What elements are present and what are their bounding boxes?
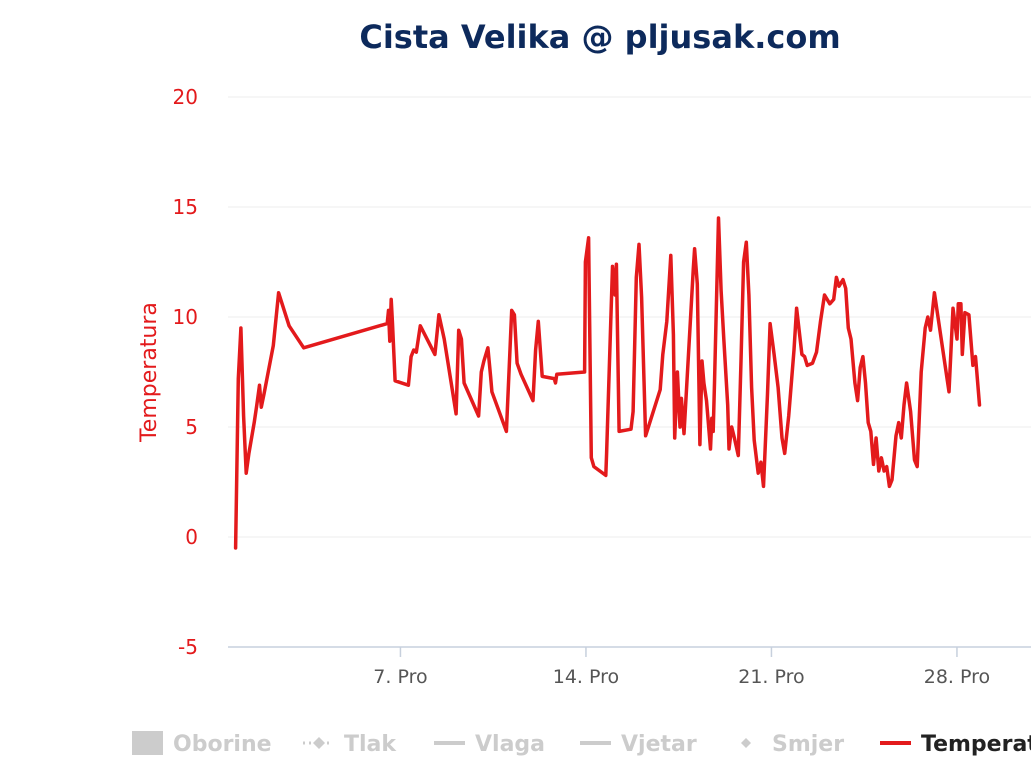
legend-label: Vjetar xyxy=(621,732,697,757)
x-tick-label: 28. Pro xyxy=(924,666,990,688)
temperature-series-line xyxy=(233,216,982,550)
legend-label: Temperat xyxy=(921,732,1031,757)
legend-label: Oborine xyxy=(173,732,272,757)
legend-square-icon xyxy=(132,731,163,755)
y-tick-label: 5 xyxy=(185,415,198,439)
y-gridlines xyxy=(228,96,1031,538)
y-tick-label: -5 xyxy=(178,635,198,659)
legend-diamond-icon xyxy=(741,738,751,748)
legend-label: Tlak xyxy=(344,732,397,757)
x-tick-label: 7. Pro xyxy=(373,666,427,688)
legend-item-oborine[interactable]: Oborine xyxy=(132,731,272,757)
y-tick-label: 10 xyxy=(173,305,198,329)
legend: Oborine Tlak Vlaga Vjetar Smjer Temperat xyxy=(132,731,1031,757)
y-axis-label: Temperatura xyxy=(137,302,162,443)
legend-item-vjetar[interactable]: Vjetar xyxy=(580,732,697,757)
y-tick-label: 15 xyxy=(173,195,198,219)
chart-title: Cista Velika @ pljusak.com xyxy=(359,18,840,56)
x-tick-label: 21. Pro xyxy=(738,666,804,688)
legend-diamond-icon xyxy=(313,737,325,749)
series-group xyxy=(233,216,982,550)
y-axis-ticks: -5 0 5 10 15 20 xyxy=(173,85,198,659)
x-axis-ticks: 7. Pro 14. Pro 21. Pro 28. Pro xyxy=(373,647,990,688)
legend-label: Smjer xyxy=(772,732,844,757)
legend-item-vlaga[interactable]: Vlaga xyxy=(434,732,545,757)
legend-label: Vlaga xyxy=(475,732,545,757)
legend-item-temperat[interactable]: Temperat xyxy=(880,732,1031,757)
legend-item-smjer[interactable]: Smjer xyxy=(741,732,844,757)
y-tick-label: 0 xyxy=(185,525,198,549)
x-tick-label: 14. Pro xyxy=(553,666,619,688)
y-tick-label: 20 xyxy=(173,85,198,109)
legend-item-tlak[interactable]: Tlak xyxy=(303,732,397,757)
